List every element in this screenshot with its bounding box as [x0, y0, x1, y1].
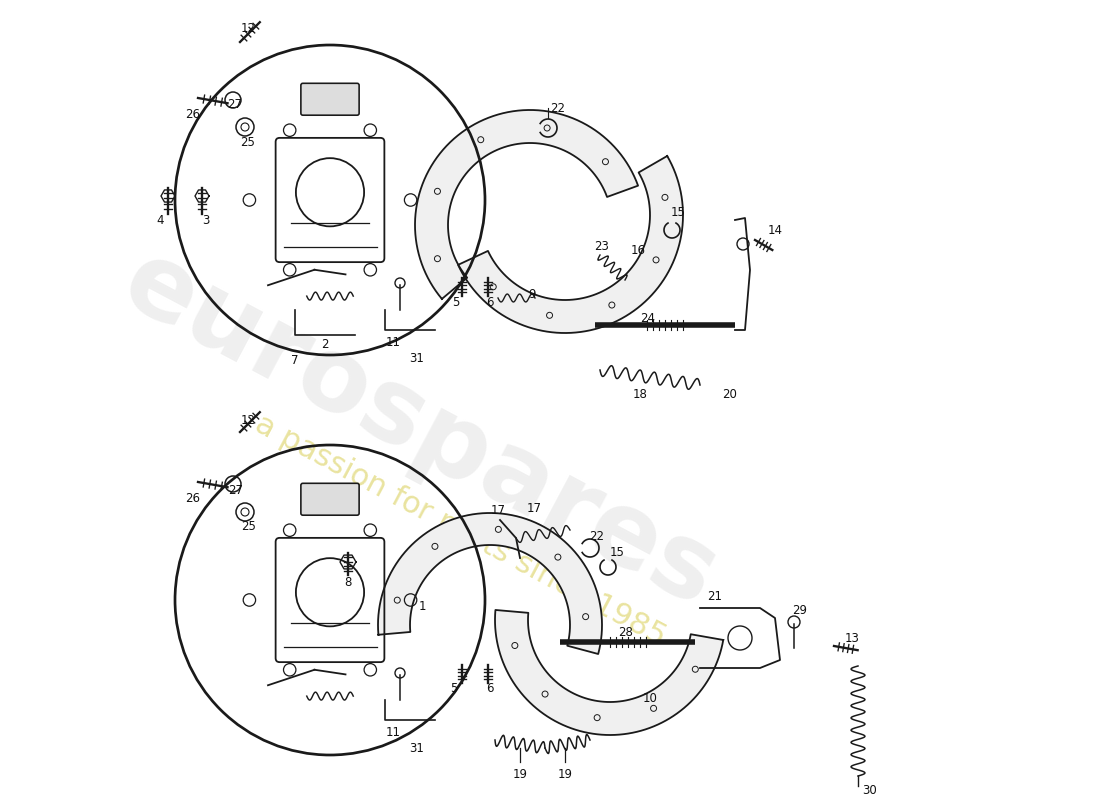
Text: 12: 12 [241, 414, 255, 426]
Text: 22: 22 [590, 530, 605, 542]
Text: 20: 20 [723, 389, 737, 402]
FancyBboxPatch shape [301, 483, 359, 515]
Polygon shape [415, 110, 638, 299]
Polygon shape [458, 156, 683, 333]
Polygon shape [495, 610, 724, 735]
Text: 31: 31 [409, 351, 425, 365]
Text: 25: 25 [242, 519, 256, 533]
Text: 2: 2 [321, 338, 329, 351]
Text: 28: 28 [618, 626, 634, 638]
Text: 27: 27 [229, 483, 243, 497]
Text: 30: 30 [862, 783, 878, 797]
Text: 11: 11 [385, 335, 400, 349]
Text: 9: 9 [528, 289, 536, 302]
Text: 15: 15 [671, 206, 685, 218]
Text: 12: 12 [241, 22, 255, 34]
Text: 10: 10 [642, 691, 658, 705]
Text: 7: 7 [292, 354, 299, 366]
Text: 1: 1 [418, 599, 426, 613]
Text: 17: 17 [527, 502, 541, 514]
Text: a passion for parts since 1985: a passion for parts since 1985 [250, 409, 670, 651]
Text: 15: 15 [609, 546, 625, 559]
Text: 31: 31 [409, 742, 425, 754]
Text: 25: 25 [241, 137, 255, 150]
Text: 21: 21 [707, 590, 723, 602]
Text: 4: 4 [156, 214, 164, 226]
Text: eurospares: eurospares [106, 231, 735, 629]
Text: 24: 24 [640, 311, 656, 325]
Text: 16: 16 [630, 243, 646, 257]
Text: 13: 13 [845, 631, 859, 645]
Polygon shape [378, 513, 602, 654]
Text: 11: 11 [385, 726, 400, 738]
Text: 8: 8 [344, 575, 352, 589]
FancyBboxPatch shape [301, 83, 359, 115]
Text: 26: 26 [186, 491, 200, 505]
Text: 5: 5 [450, 682, 458, 694]
Text: 3: 3 [202, 214, 210, 226]
Text: 22: 22 [550, 102, 565, 114]
Text: 6: 6 [486, 297, 494, 310]
Text: 6: 6 [486, 682, 494, 694]
Text: 17: 17 [491, 503, 506, 517]
Text: 29: 29 [792, 603, 807, 617]
Text: 26: 26 [186, 109, 200, 122]
Text: 19: 19 [513, 769, 528, 782]
Text: 23: 23 [595, 241, 609, 254]
Text: 27: 27 [228, 98, 242, 111]
Text: 19: 19 [558, 769, 572, 782]
Text: 5: 5 [452, 297, 460, 310]
Text: 18: 18 [632, 389, 648, 402]
Text: 14: 14 [768, 223, 782, 237]
